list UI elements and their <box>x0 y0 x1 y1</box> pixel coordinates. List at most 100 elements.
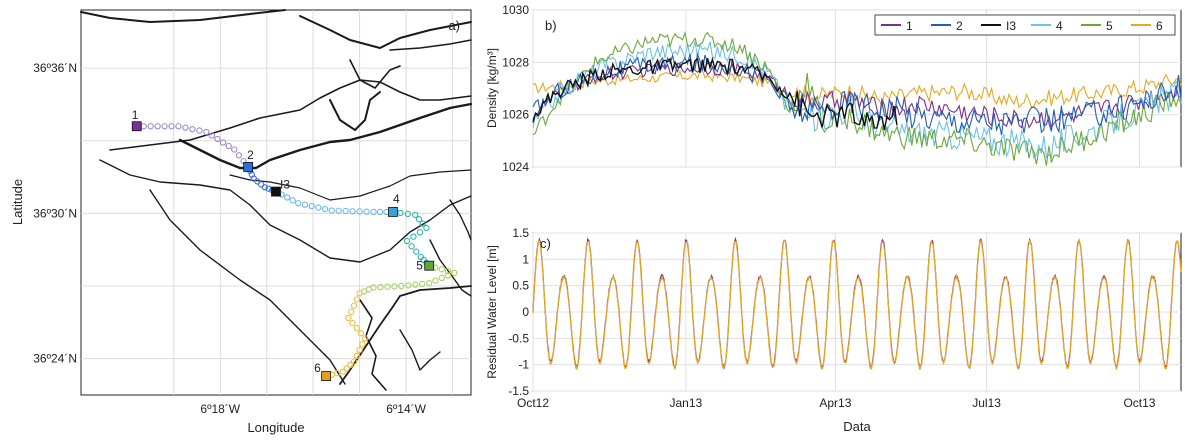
track-point <box>261 184 269 191</box>
track-point <box>339 368 347 375</box>
water-level-y-tick-label: 0.5 <box>512 279 529 293</box>
station-label: 1 <box>132 108 139 122</box>
track-point <box>343 365 350 372</box>
track-point <box>403 237 411 245</box>
map-y-tick-label: 36º36´N <box>33 61 77 75</box>
legend-label: I3 <box>1006 19 1016 33</box>
track-point <box>356 208 363 215</box>
density-line-4 <box>532 41 1182 160</box>
track-point <box>231 146 238 153</box>
station-marker <box>388 207 398 217</box>
water-level-series <box>532 236 1182 371</box>
track-point <box>370 208 377 216</box>
map-y-tick-label: 36º30´N <box>33 206 77 220</box>
track-point <box>350 358 358 365</box>
density-y-tick-label: 1024 <box>502 160 529 174</box>
track-point <box>359 341 366 348</box>
track-point <box>412 281 419 288</box>
density-legend: 1 2 I3 4 5 6 <box>874 14 1176 36</box>
track-point <box>225 142 232 150</box>
density-y-axis-label: Density [kg/m³] <box>485 48 499 128</box>
density-series <box>532 30 1182 166</box>
track-point <box>438 266 445 273</box>
water-level-y-tick-label: 1 <box>522 252 529 266</box>
track-point <box>432 277 439 284</box>
track-point <box>419 220 426 227</box>
track-point <box>321 205 329 213</box>
station-marker <box>271 186 281 197</box>
track-point <box>416 229 424 236</box>
legend-box <box>874 14 1176 36</box>
track-point <box>356 346 363 354</box>
stations: 1 2 I3 4 5 6 <box>131 108 435 382</box>
water-level-x-tick-label: Jan13 <box>670 396 703 410</box>
track-point <box>182 124 189 131</box>
track-point <box>357 330 365 337</box>
station-label: 4 <box>393 192 400 206</box>
track-point <box>154 123 161 130</box>
track-point <box>408 243 415 250</box>
water-level-x-ticks: Oct12 Jan13 Apr13 Jul13 Oct13 <box>517 396 1156 410</box>
track-point <box>361 335 369 342</box>
track-point <box>415 216 423 223</box>
track-point <box>350 302 358 309</box>
map-x-axis-label: Longitude <box>247 420 304 435</box>
track-point <box>334 370 341 377</box>
track-point <box>219 139 227 146</box>
legend-label: 6 <box>1156 19 1163 33</box>
station-label: 2 <box>247 148 254 162</box>
water-level-line-6 <box>532 238 1182 371</box>
track-point <box>147 123 154 130</box>
track-point <box>349 319 356 327</box>
water-level-x-axis-label: Data <box>843 419 871 434</box>
legend-label: 4 <box>1056 19 1063 33</box>
track-point <box>235 152 243 159</box>
track-point <box>208 132 216 139</box>
station-marker <box>321 371 332 382</box>
water-level-panel: -1.5-1-0.500.511.5 Oct12 Jan13 Apr13 Jul13 O… <box>485 226 1182 434</box>
track-point <box>404 210 412 218</box>
density-panel: 1024 1026 1028 1030 b) Density [kg/m³] 1 2 I3… <box>485 3 1182 174</box>
panel-c-label: c) <box>540 236 551 251</box>
station-marker <box>131 121 142 132</box>
track-point <box>353 325 360 332</box>
track-point <box>423 224 430 232</box>
track-point <box>391 283 398 290</box>
water-level-x-tick-label: Jul13 <box>972 396 1001 410</box>
station-label: I3 <box>280 178 290 192</box>
track-point <box>161 123 168 130</box>
density-y-tick-label: 1030 <box>502 3 529 17</box>
track-point <box>175 123 182 130</box>
track-point <box>214 135 221 143</box>
track-point <box>168 123 175 130</box>
coastline <box>80 9 473 391</box>
track-point <box>377 283 384 291</box>
water-level-y-axis-label: Residual Water Level [m] <box>485 245 499 379</box>
station-label: 5 <box>416 259 423 273</box>
track-point <box>405 282 412 289</box>
water-level-y-tick-label: 0 <box>522 305 529 319</box>
density-y-ticks: 1024 1026 1028 1030 <box>502 3 529 174</box>
track-point <box>342 207 349 215</box>
track-point <box>295 200 302 207</box>
legend-label: 5 <box>1106 19 1113 33</box>
track-point <box>348 308 355 315</box>
panel-b-label: b) <box>545 18 557 33</box>
track-point <box>315 204 322 211</box>
water-level-x-tick-label: Oct12 <box>517 396 549 410</box>
station-label: 6 <box>314 361 321 375</box>
track-point <box>419 280 426 288</box>
station-marker <box>243 162 254 172</box>
track-point <box>426 279 433 287</box>
track-point <box>203 128 210 136</box>
track-point <box>451 269 458 277</box>
track-point <box>328 207 335 214</box>
water-level-y-tick-label: -0.5 <box>508 331 529 345</box>
track-point <box>353 352 360 359</box>
track-point <box>345 314 352 322</box>
legend-label: 1 <box>906 19 913 33</box>
track-point <box>289 197 296 204</box>
water-level-y-tick-label: 1.5 <box>512 226 529 240</box>
density-y-tick-label: 1028 <box>502 55 529 69</box>
